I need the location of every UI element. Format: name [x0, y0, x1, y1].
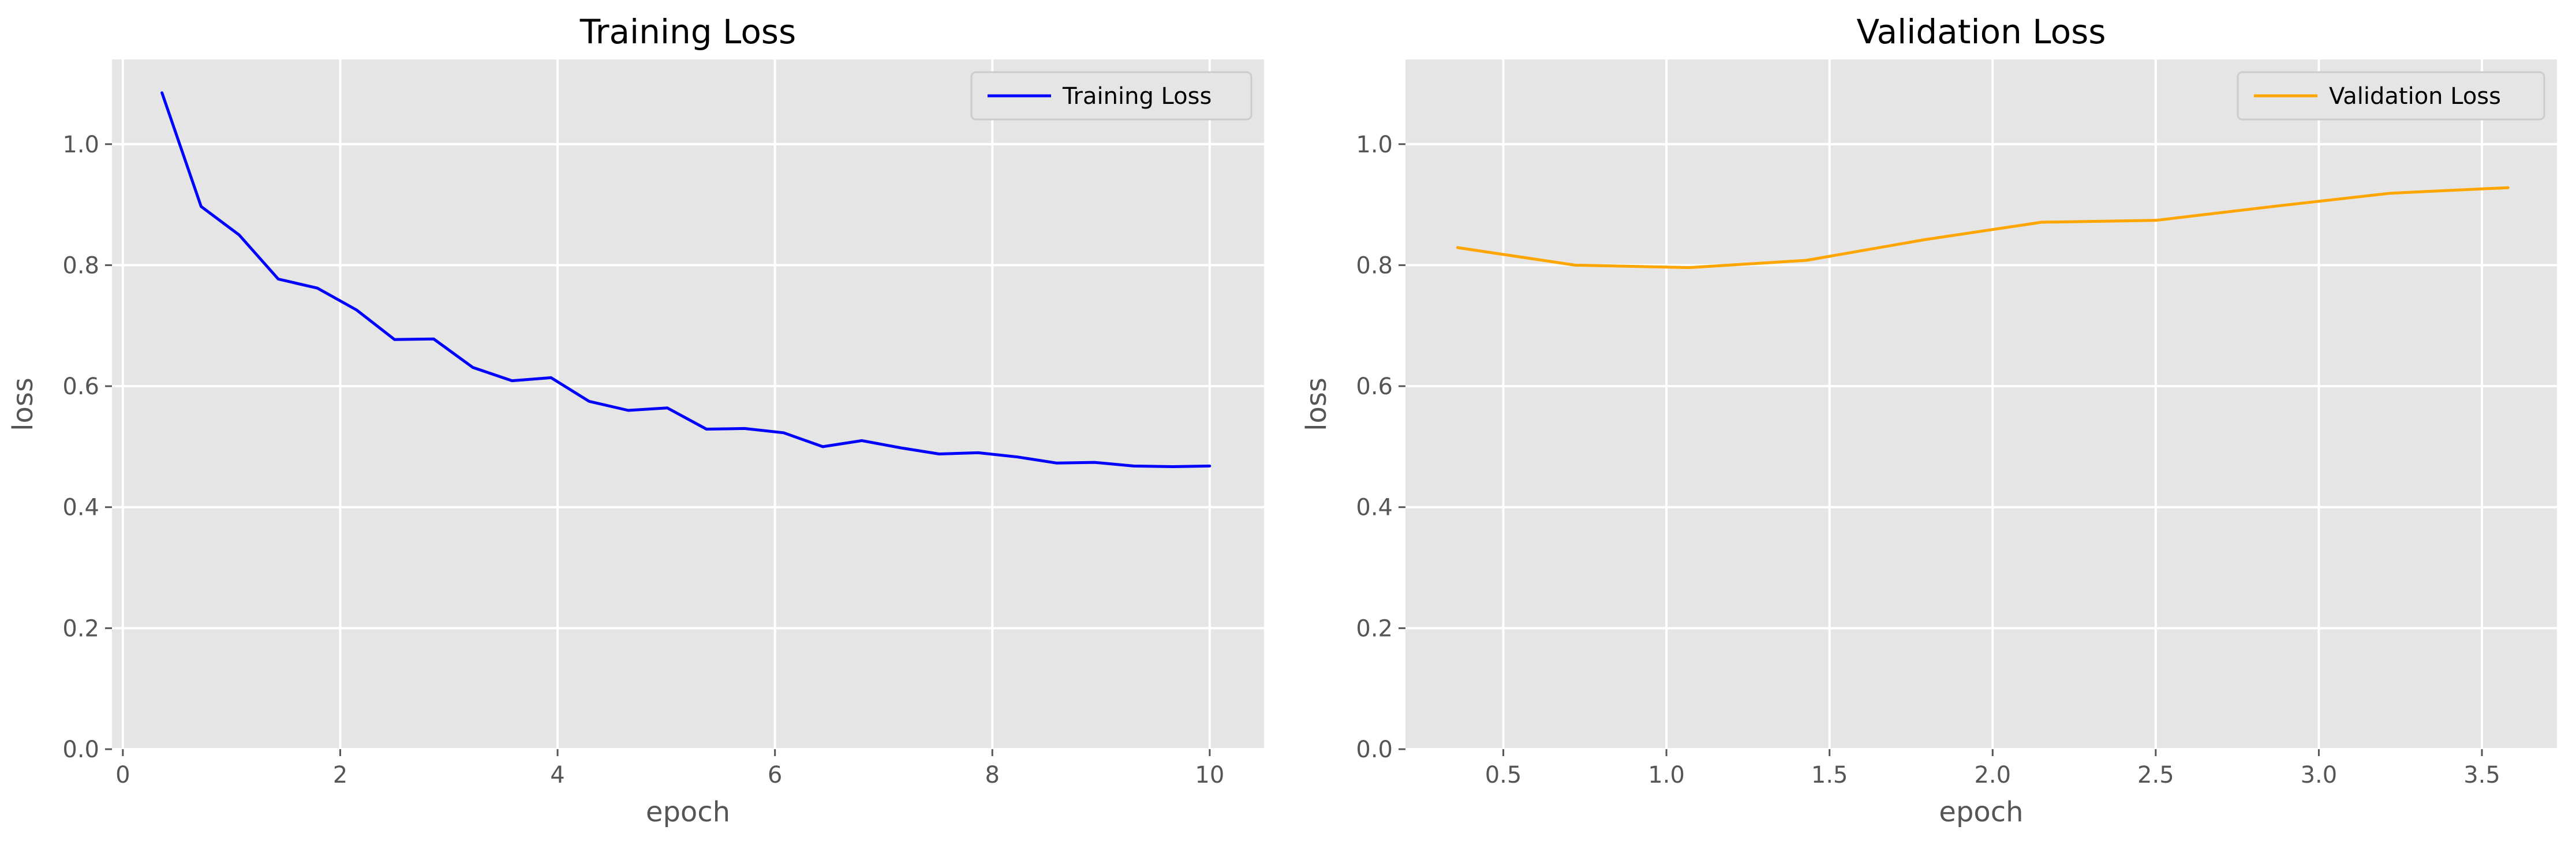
validation-legend-box [2237, 71, 2545, 121]
training-x-tick-label: 10 [1195, 762, 1224, 788]
training-x-tick-label: 2 [333, 762, 347, 788]
training-chart: 0 2 4 6 8 10 0.0 0.2 0.4 0.6 0.8 1.0 epoch loss Traini… [7, 12, 1264, 828]
validation-legend-label: Validation Loss [2329, 83, 2501, 110]
validation-y-tick-label: 1.0 [1356, 132, 1393, 158]
training-x-tick-label: 4 [550, 762, 564, 788]
validation-x-tick-label: 2.0 [1974, 762, 2011, 788]
validation-chart: 0.5 1.0 1.5 2.0 2.5 3.0 3.5 0.0 0.2 0.4 0.6 0.8 1.0 e… [1300, 12, 2557, 828]
training-x-tick-label: 8 [985, 762, 1000, 788]
validation-x-axis-label: epoch [1939, 796, 2023, 828]
validation-y-tick-label: 0.0 [1356, 736, 1393, 763]
validation-chart-title: Validation Loss [1856, 12, 2106, 51]
training-loss-line [160, 91, 1212, 468]
training-legend-box [970, 71, 1253, 121]
validation-x-tick-label: 1.5 [1811, 762, 1848, 788]
validation-x-tick-label: 2.5 [2137, 762, 2174, 788]
training-y-tick-label: 0.4 [62, 495, 99, 521]
training-y-tick-label: 0.8 [62, 252, 99, 279]
training-legend-label: Training Loss [1062, 83, 1212, 110]
validation-y-axis-label: loss [1300, 377, 1333, 431]
validation-y-tick-label: 0.6 [1356, 373, 1393, 400]
validation-plot-area [1405, 59, 2557, 749]
training-y-tick-label: 0.0 [62, 736, 99, 763]
training-y-tick-label: 0.6 [62, 373, 99, 400]
training-plot-area [112, 59, 1264, 749]
training-y-tick-label: 0.2 [62, 615, 99, 642]
training-x-tick-label: 6 [768, 762, 782, 788]
training-x-axis-label: epoch [646, 796, 730, 828]
validation-x-tick-label: 3.5 [2463, 762, 2500, 788]
training-y-axis-label: loss [7, 377, 39, 431]
validation-loss-line [1456, 186, 2510, 270]
training-chart-title: Training Loss [579, 12, 797, 51]
validation-y-tick-label: 0.8 [1356, 252, 1393, 279]
validation-y-tick-label: 0.2 [1356, 615, 1393, 642]
validation-x-tick-label: 1.0 [1648, 762, 1685, 788]
validation-y-tick-label: 0.4 [1356, 495, 1393, 521]
training-y-tick-label: 1.0 [62, 132, 99, 158]
validation-x-tick-label: 0.5 [1485, 762, 1522, 788]
validation-legend: Validation Loss [2237, 71, 2545, 121]
training-legend: Training Loss [970, 71, 1253, 121]
training-x-tick-label: 0 [115, 762, 130, 788]
validation-x-tick-label: 3.0 [2301, 762, 2338, 788]
